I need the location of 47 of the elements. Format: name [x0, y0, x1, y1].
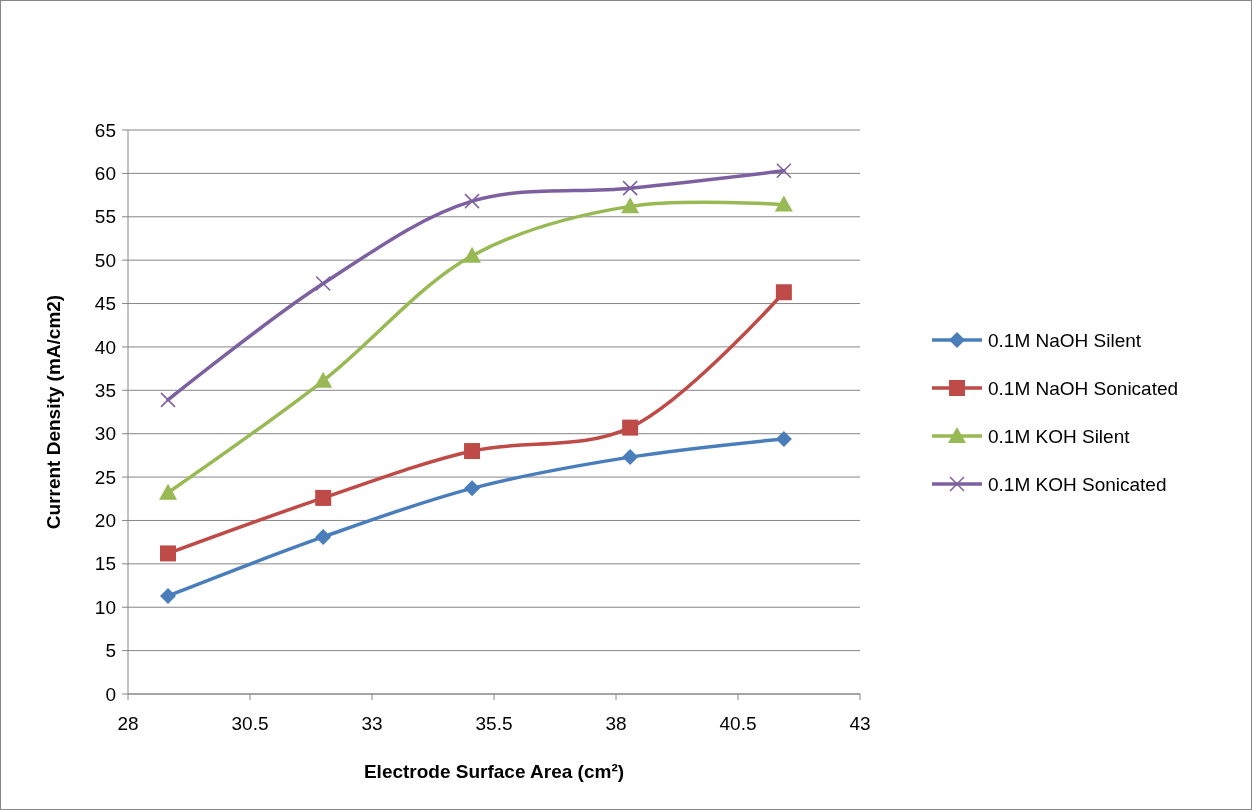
legend-label: 0.1M KOH Silent: [988, 425, 1131, 447]
y-tick-label: 0: [105, 683, 116, 705]
point: [160, 587, 177, 604]
x-tick-label: 43: [849, 713, 871, 734]
point: [160, 545, 177, 562]
y-axis-title: Current Density (mA/cm2): [43, 294, 64, 530]
y-tick-label: 25: [94, 466, 116, 488]
y-tick-label: 55: [94, 206, 116, 228]
x-tick-label: 33: [361, 713, 383, 734]
x-tick-label: 38: [605, 713, 627, 734]
point: [464, 443, 481, 460]
point: [463, 246, 482, 263]
point: [774, 195, 793, 212]
y-tick-label: 15: [94, 553, 116, 575]
y-tick-label: 45: [94, 293, 116, 315]
point: [159, 483, 178, 500]
x-tick-label: 35.5: [475, 713, 513, 734]
y-tick-label: 30: [94, 423, 116, 445]
point: [622, 449, 639, 466]
point: [622, 180, 638, 196]
point: [160, 392, 176, 408]
x-tick-label: 40.5: [719, 713, 757, 734]
point: [315, 489, 332, 506]
point: [775, 284, 792, 301]
point: [464, 193, 480, 209]
point: [464, 480, 481, 497]
x-tick-label: 28: [117, 713, 139, 734]
point: [315, 275, 331, 292]
legend-label: 0.1M KOH Sonicated: [988, 473, 1167, 495]
y-tick-label: 50: [94, 249, 116, 271]
point: [314, 371, 333, 388]
y-tick-label: 40: [94, 336, 116, 358]
point: [315, 528, 332, 545]
x-axis-title: Electrode Surface Area (cm²): [363, 761, 625, 782]
x-tick-label: 30.5: [231, 713, 269, 734]
point: [621, 197, 640, 214]
y-tick-label: 20: [94, 510, 116, 532]
y-tick-label: 60: [94, 163, 116, 185]
y-tick-label: 65: [94, 119, 116, 141]
y-tick-label: 5: [105, 640, 116, 662]
point: [622, 419, 639, 436]
point: [776, 163, 792, 179]
legend-label: 0.1M NaOH Silent: [988, 329, 1142, 351]
point: [775, 430, 792, 447]
y-tick-label: 35: [94, 379, 116, 401]
y-tick-label: 10: [94, 596, 116, 618]
legend-label: 0.1M NaOH Sonicated: [988, 377, 1179, 399]
